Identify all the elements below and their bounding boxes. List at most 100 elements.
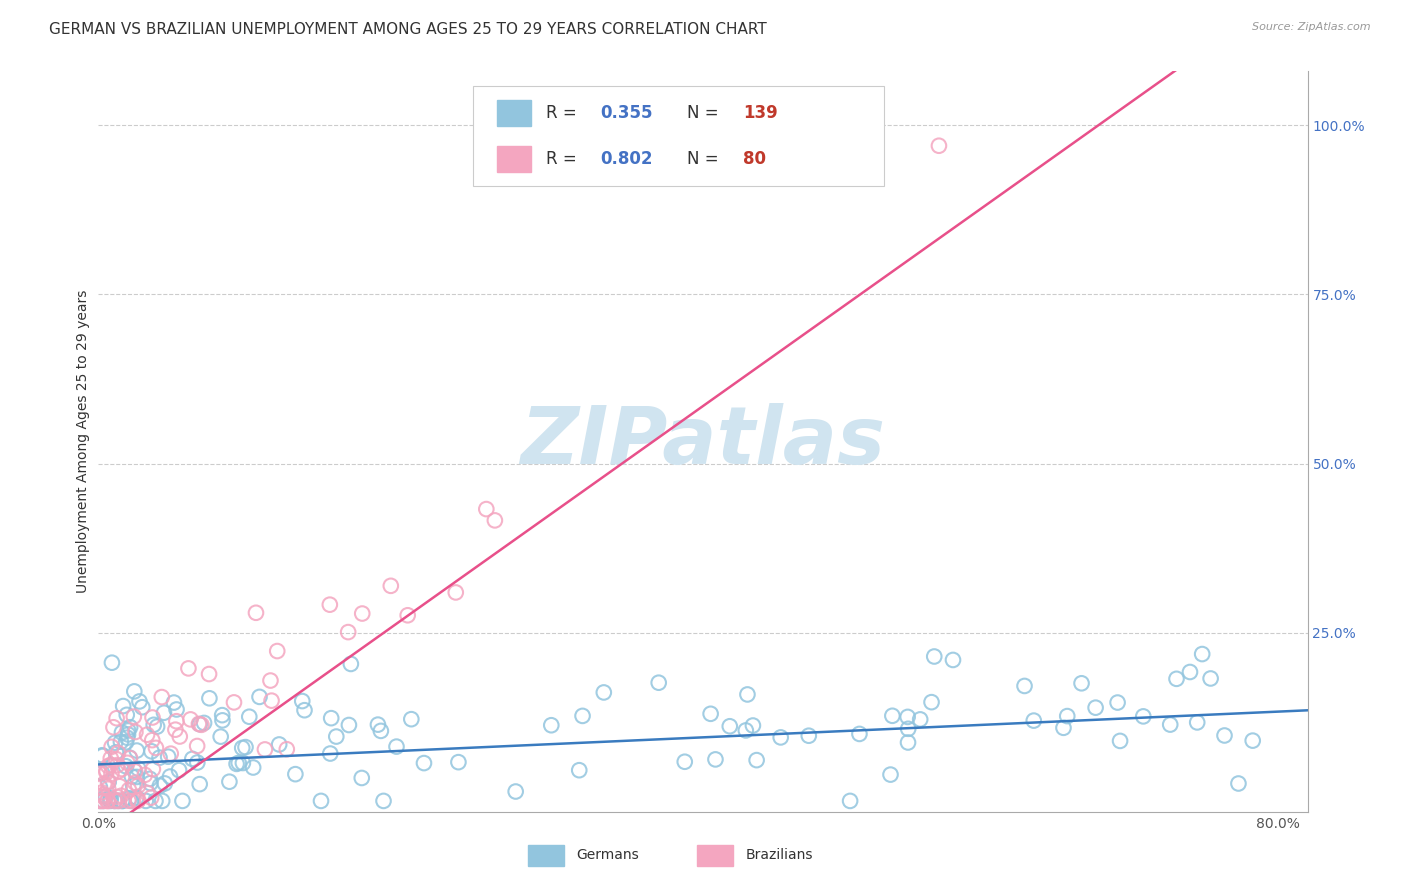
Point (91, 749, 114, 764)
Point (704, 752, 727, 766)
Point (103, 794, 125, 808)
Point (922, 649, 945, 664)
Point (188, 717, 211, 731)
Point (928, 138, 950, 153)
Point (352, 607, 374, 621)
Point (145, 794, 167, 808)
Point (385, 739, 408, 754)
Point (235, 740, 257, 755)
Point (269, 738, 291, 752)
Point (141, 744, 163, 758)
Point (136, 728, 159, 742)
Point (141, 790, 163, 805)
Point (568, 763, 591, 777)
Point (93, 777, 115, 791)
Point (232, 756, 254, 770)
Point (1191, 647, 1213, 661)
Point (100, 766, 122, 780)
Point (879, 767, 901, 781)
Text: N =: N = (688, 150, 724, 169)
Point (96, 765, 118, 780)
Point (128, 694, 150, 708)
Point (91, 765, 114, 780)
Point (89, 780, 111, 794)
Point (1166, 672, 1188, 686)
Point (90, 785, 112, 799)
Point (401, 712, 423, 726)
Point (1185, 715, 1208, 730)
Point (122, 779, 145, 793)
Point (186, 739, 208, 753)
Point (124, 764, 146, 779)
Point (115, 731, 138, 745)
Point (769, 731, 792, 745)
Point (260, 693, 283, 707)
Point (97, 775, 120, 789)
Point (291, 694, 314, 708)
Point (157, 749, 180, 764)
Point (91, 788, 114, 802)
Point (444, 585, 467, 599)
Point (89, 766, 111, 780)
Point (91, 748, 114, 763)
Point (321, 711, 343, 725)
Point (839, 794, 862, 808)
Point (211, 714, 233, 728)
Point (276, 742, 298, 756)
Point (396, 608, 419, 623)
FancyBboxPatch shape (498, 146, 531, 172)
Point (149, 779, 172, 793)
Point (118, 791, 141, 805)
Point (1199, 672, 1222, 686)
Text: 0.802: 0.802 (600, 150, 652, 169)
Point (97, 759, 120, 773)
Point (447, 755, 470, 769)
Point (245, 606, 267, 620)
Point (142, 718, 165, 732)
Point (103, 720, 125, 734)
Point (105, 752, 128, 766)
Point (127, 779, 149, 793)
Point (1227, 776, 1250, 790)
Point (139, 776, 162, 790)
Point (111, 794, 134, 808)
Point (673, 755, 696, 769)
Point (228, 756, 250, 770)
Point (1178, 665, 1201, 679)
Point (181, 752, 204, 766)
Point (1159, 717, 1181, 731)
Point (104, 745, 127, 759)
Point (187, 717, 209, 731)
Point (89, 794, 111, 808)
Point (882, 708, 904, 723)
Point (122, 794, 145, 808)
Point (193, 715, 215, 730)
Point (108, 794, 131, 808)
Point (124, 725, 146, 739)
Point (112, 699, 135, 714)
Point (115, 759, 138, 773)
Point (108, 779, 131, 793)
Point (921, 695, 943, 709)
Point (253, 742, 276, 756)
Point (107, 764, 129, 778)
Point (897, 722, 920, 736)
Point (266, 644, 288, 658)
Point (238, 710, 260, 724)
Point (111, 725, 134, 739)
Point (169, 730, 191, 744)
Point (186, 756, 208, 770)
Point (124, 776, 146, 790)
FancyBboxPatch shape (527, 845, 564, 866)
Point (141, 733, 163, 747)
Point (120, 794, 142, 808)
FancyBboxPatch shape (697, 845, 734, 866)
Point (97, 781, 120, 796)
Point (413, 756, 436, 770)
Point (370, 723, 392, 738)
FancyBboxPatch shape (498, 100, 531, 126)
Point (120, 720, 142, 734)
Point (97, 775, 120, 789)
Point (540, 718, 562, 732)
Text: GERMAN VS BRAZILIAN UNEMPLOYMENT AMONG AGES 25 TO 29 YEARS CORRELATION CHART: GERMAN VS BRAZILIAN UNEMPLOYMENT AMONG A… (49, 22, 766, 37)
